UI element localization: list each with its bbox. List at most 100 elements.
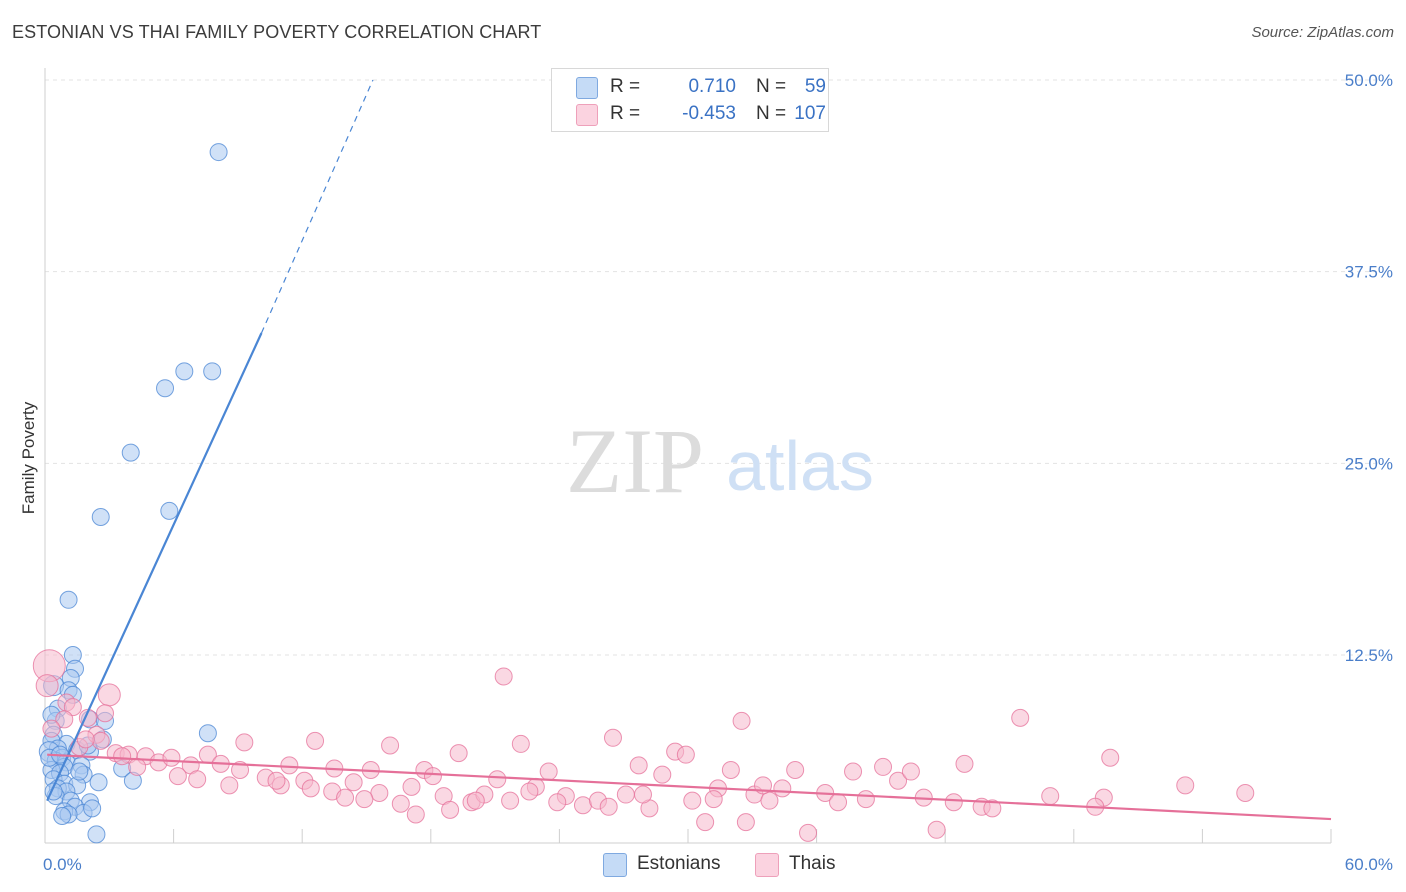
legend-n-label: N =	[756, 76, 787, 97]
thais-point	[683, 791, 702, 810]
thais-point	[721, 761, 740, 779]
legend-r-value: -0.453	[682, 103, 736, 124]
legend-swatch-estonians	[603, 853, 627, 877]
thais-point	[955, 754, 974, 773]
thais-point	[944, 793, 963, 812]
thais-point	[539, 762, 558, 781]
y-tick-label: 37.5%	[1345, 263, 1393, 282]
thais-point	[829, 793, 848, 812]
thais-point	[441, 800, 460, 819]
thais-point	[676, 745, 695, 764]
estonians-trendline-extension	[260, 79, 374, 334]
thais-point	[42, 719, 61, 738]
estonians-point	[209, 143, 228, 162]
thais-point	[449, 744, 468, 763]
estonians-point	[156, 379, 175, 398]
thais-point	[355, 790, 374, 809]
legend-swatch-estonians	[576, 77, 598, 99]
thais-point	[391, 794, 410, 813]
thais-point	[983, 799, 1002, 818]
thais-point	[344, 773, 363, 792]
thais-point	[760, 791, 779, 810]
estonians-points	[38, 143, 228, 844]
thais-point	[220, 776, 239, 795]
thais-point	[336, 788, 355, 807]
thais-point	[599, 797, 618, 816]
thais-point	[1176, 776, 1195, 795]
thais-point	[736, 813, 755, 832]
thais-point	[370, 784, 389, 802]
thais-point	[629, 756, 648, 775]
thais-point	[91, 731, 110, 750]
thais-point	[889, 771, 908, 790]
thais-point	[573, 796, 592, 815]
legend-r-label: R =	[610, 103, 641, 124]
legend-n-label: N =	[756, 103, 787, 124]
tick-labels: 12.5% 25.0% 37.5% 50.0% 0.0% 60.0%	[43, 71, 1393, 874]
estonians-point	[175, 362, 194, 381]
y-axis-label: Family Poverty	[19, 401, 38, 514]
estonians-trendline	[46, 332, 263, 802]
legend-r-value: 0.710	[688, 76, 736, 97]
thais-point	[128, 757, 147, 776]
estonians-point	[121, 443, 140, 462]
thais-point	[1041, 787, 1060, 806]
legend-n-value: 107	[794, 103, 826, 124]
estonians-point	[87, 825, 106, 844]
thais-points	[32, 649, 1255, 842]
thais-point	[1011, 708, 1030, 727]
thais-point	[76, 730, 95, 749]
thais-point	[799, 823, 818, 842]
watermark-atlas: atlas	[726, 427, 874, 505]
source-label: Source: ZipAtlas.com	[1251, 24, 1394, 41]
thais-point	[267, 771, 286, 790]
estonians-point	[83, 799, 102, 818]
thais-point	[511, 734, 530, 753]
thais-point	[696, 813, 715, 832]
thais-point	[501, 791, 520, 810]
thais-point	[113, 747, 132, 766]
legend-swatch-thais	[755, 853, 779, 877]
thais-point	[406, 805, 425, 824]
thais-point	[603, 728, 622, 747]
thais-point	[927, 820, 946, 839]
estonians-point	[91, 508, 110, 526]
thais-point	[856, 790, 875, 809]
thais-point	[520, 782, 539, 801]
thais-point	[35, 674, 59, 698]
x-tick-label: 0.0%	[43, 855, 82, 874]
y-tick-label: 25.0%	[1345, 454, 1393, 473]
estonians-point	[59, 590, 78, 609]
thais-point	[704, 790, 723, 809]
thais-point	[874, 757, 893, 776]
thais-point	[844, 762, 863, 781]
watermark-zip: ZIP	[566, 410, 704, 512]
thais-point	[786, 761, 805, 779]
thais-point	[55, 710, 74, 729]
thais-point	[901, 762, 920, 781]
thais-point	[1101, 748, 1120, 767]
estonians-point	[160, 501, 179, 520]
thais-point	[306, 731, 325, 750]
thais-point	[301, 779, 320, 798]
legend-n-value: 59	[804, 76, 826, 97]
estonians-point	[53, 807, 72, 825]
legend-r-label: R =	[610, 76, 641, 97]
series-legend: Estonians Thais	[0, 851, 1406, 877]
thais-point	[466, 791, 485, 810]
thais-point	[653, 765, 672, 784]
thais-point	[231, 761, 250, 779]
watermark: ZIP atlas	[566, 410, 874, 512]
thais-point	[402, 777, 421, 796]
legend-swatch-thais	[576, 104, 598, 126]
correlation-legend: R = 0.710 N = 59 R = -0.453 N = 107	[551, 68, 829, 132]
thais-point	[633, 785, 652, 804]
thais-point	[488, 770, 507, 789]
thais-point	[1236, 784, 1255, 802]
estonians-point	[203, 362, 222, 381]
thais-point	[162, 748, 181, 767]
legend-label-thais: Thais	[789, 853, 836, 874]
thais-point	[188, 770, 207, 789]
estonians-point	[70, 762, 89, 781]
